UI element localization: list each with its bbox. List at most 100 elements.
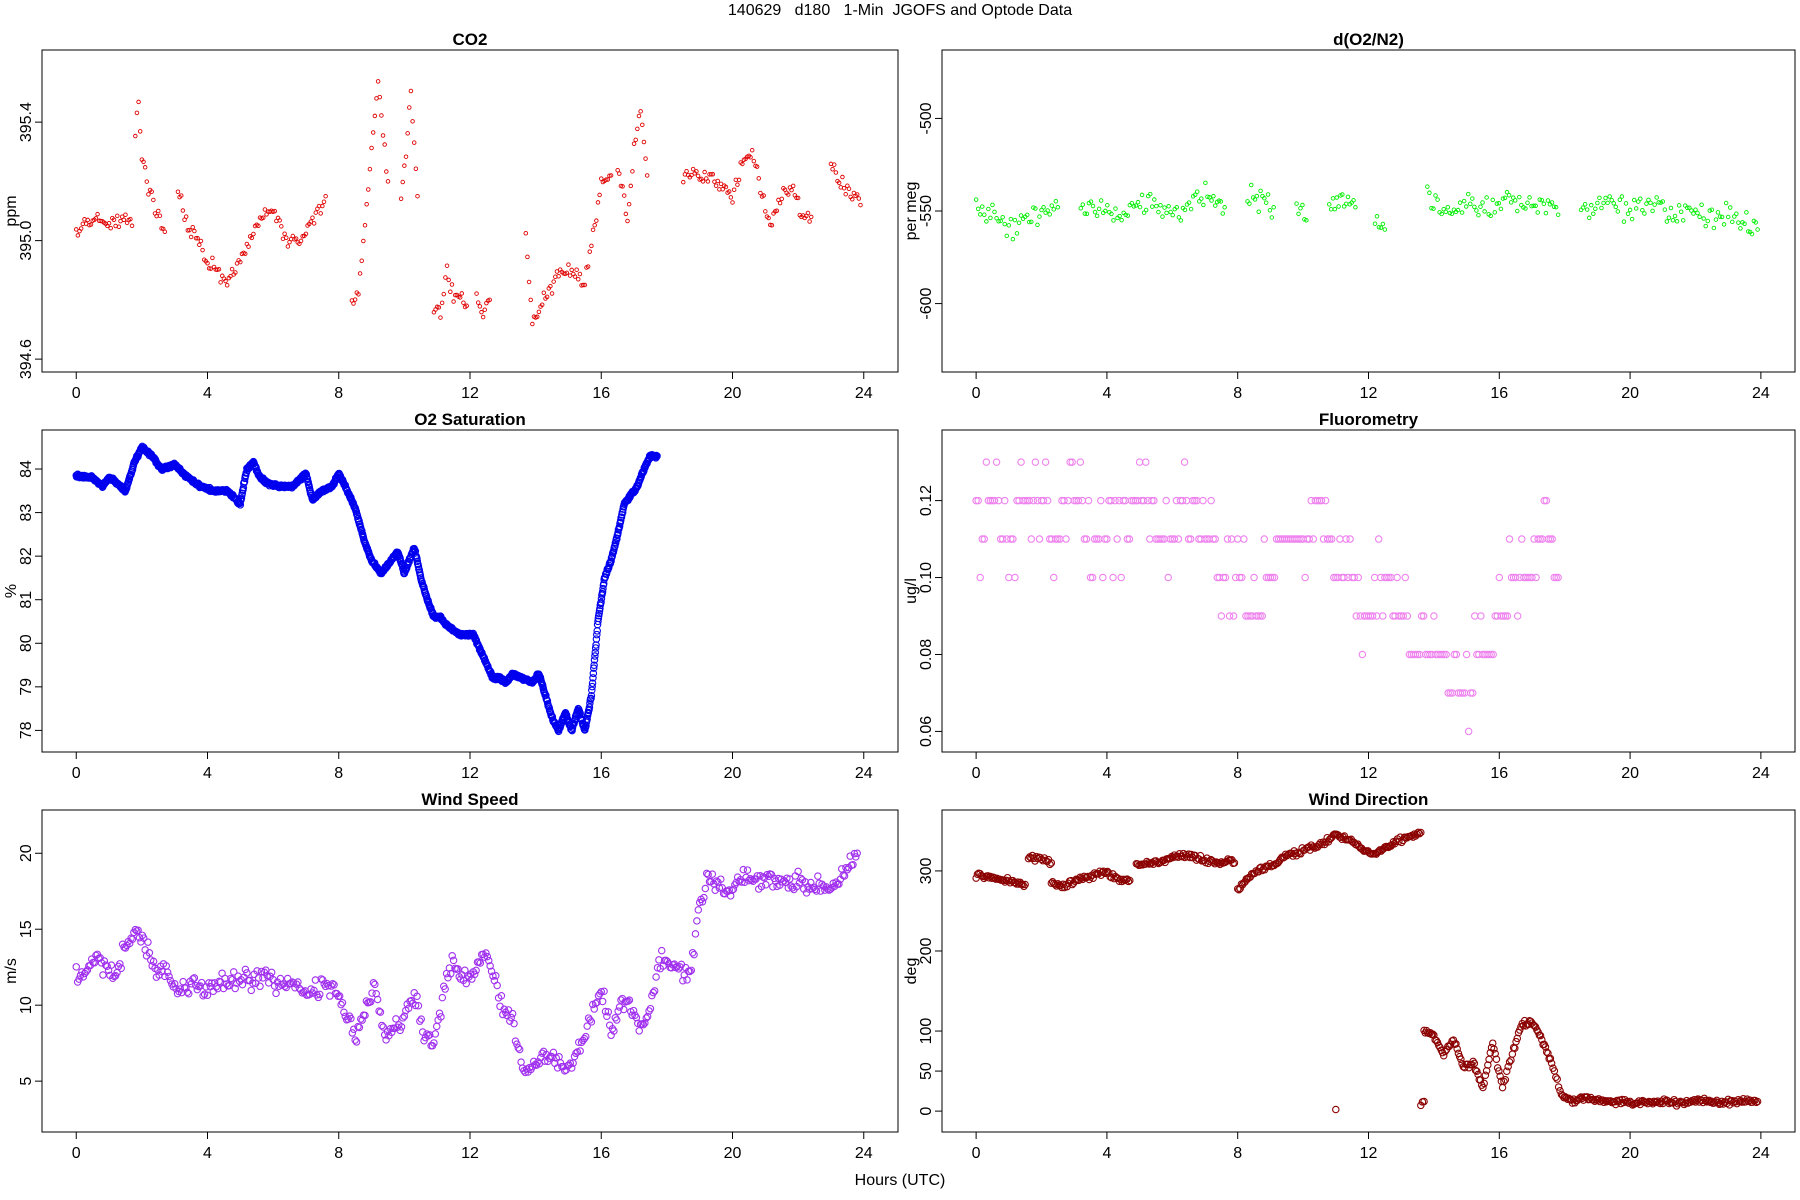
do2n2-point <box>1468 201 1473 207</box>
co2-point <box>641 139 647 145</box>
co2-point <box>700 179 706 184</box>
wdir-point <box>1230 859 1239 867</box>
co2-x-tick-label: 12 <box>461 385 479 402</box>
co2-point <box>134 110 140 116</box>
fluor-point <box>1219 573 1228 582</box>
wspd-point <box>485 956 493 965</box>
do2n2-point <box>1123 212 1128 218</box>
do2n2-point <box>1152 197 1157 202</box>
co2-point <box>313 210 319 215</box>
co2-point <box>702 169 707 175</box>
co2-point <box>123 212 128 217</box>
co2-point <box>402 163 407 168</box>
co2-point <box>206 266 212 271</box>
co2-point <box>585 264 591 269</box>
figure-title: 140629 d180 1-Min JGOFS and Optode Data <box>727 2 1073 19</box>
do2n2-point <box>1154 203 1159 209</box>
co2-point <box>380 133 386 138</box>
do2n2-point <box>1584 207 1590 212</box>
wspd-point <box>392 1015 400 1023</box>
do2n2-point <box>1580 205 1586 210</box>
wdir-x-tick-label: 20 <box>1621 1145 1639 1162</box>
fluor-point <box>1321 496 1330 505</box>
co2-point <box>856 196 862 201</box>
fluor-title: Fluorometry <box>1319 410 1419 429</box>
o2sat-x-tick-label: 8 <box>334 765 343 782</box>
co2-point <box>111 217 117 223</box>
co2-point <box>830 166 835 172</box>
fluor-point <box>1301 573 1309 582</box>
wspd-point <box>612 1016 621 1024</box>
wspd-point <box>348 1029 357 1037</box>
co2-point <box>398 196 404 202</box>
fluor-point <box>1295 535 1303 543</box>
wspd-point <box>504 1006 513 1014</box>
fluor-point <box>1090 535 1099 543</box>
do2n2-point <box>1727 205 1733 210</box>
wdir-point <box>1479 1083 1487 1092</box>
fluor-point <box>1532 573 1540 582</box>
co2-point <box>544 294 550 300</box>
wspd-point <box>735 877 743 886</box>
do2n2-point <box>1619 194 1625 199</box>
do2n2-point <box>1490 197 1496 203</box>
wspd-x-tick-label: 0 <box>72 1145 81 1162</box>
co2-point <box>763 209 768 214</box>
do2n2-point <box>1652 202 1657 207</box>
wdir-point <box>1415 829 1424 838</box>
co2-point <box>216 267 222 272</box>
co2-point <box>587 249 593 254</box>
do2n2-point <box>1037 214 1042 219</box>
do2n2-point <box>982 212 987 218</box>
do2n2-point <box>1049 203 1054 208</box>
wspd-point <box>567 1064 576 1072</box>
do2n2-point <box>1330 196 1336 201</box>
co2-point <box>293 236 299 241</box>
fluor-point <box>1101 535 1109 543</box>
fluor-point <box>1017 458 1025 466</box>
co2-point <box>850 197 855 202</box>
do2n2-point <box>1078 206 1084 211</box>
co2-plot-frame <box>41 49 899 373</box>
do2n2-x-tick-label: 4 <box>1102 385 1111 402</box>
wspd-point <box>641 1019 649 1027</box>
do2n2-point <box>1749 231 1755 237</box>
co2-point <box>137 129 143 134</box>
co2-point <box>178 193 184 198</box>
do2n2-point <box>1143 207 1149 213</box>
fluor-y-label: ug/l <box>903 578 920 604</box>
co2-point <box>708 172 714 177</box>
fluor-point <box>1258 612 1266 620</box>
do2n2-point <box>1372 221 1378 226</box>
co2-point <box>590 227 596 233</box>
fluor-point <box>1217 612 1226 620</box>
co2-point <box>321 199 327 205</box>
do2n2-point <box>1668 205 1674 211</box>
co2-point <box>577 271 583 277</box>
co2-point <box>633 137 638 143</box>
o2sat-point <box>592 635 601 643</box>
wspd-point <box>853 849 861 858</box>
do2n2-point <box>1220 211 1226 216</box>
co2-point <box>807 219 812 224</box>
wspd-y-tick-label: 15 <box>18 920 35 938</box>
do2n2-point <box>1476 212 1481 218</box>
do2n2-point <box>1601 200 1606 206</box>
wspd-point <box>366 998 375 1006</box>
wdir-point <box>1541 1043 1550 1051</box>
wdir-point <box>1505 1058 1514 1066</box>
do2n2-point <box>1002 221 1007 227</box>
do2n2-point <box>1713 217 1719 222</box>
do2n2-point <box>1742 221 1747 227</box>
wspd-point <box>338 998 347 1007</box>
wspd-point <box>208 979 216 987</box>
fluor-point <box>1070 496 1078 505</box>
fluor-point <box>1413 650 1422 659</box>
co2-y-tick-label: 395.0 <box>18 221 35 261</box>
wspd-point <box>629 1006 638 1015</box>
wspd-point <box>107 961 116 969</box>
do2n2-x-tick-label: 0 <box>972 385 981 402</box>
do2n2-point <box>975 206 981 212</box>
wspd-point <box>451 964 459 973</box>
fluor-point <box>1489 650 1497 659</box>
